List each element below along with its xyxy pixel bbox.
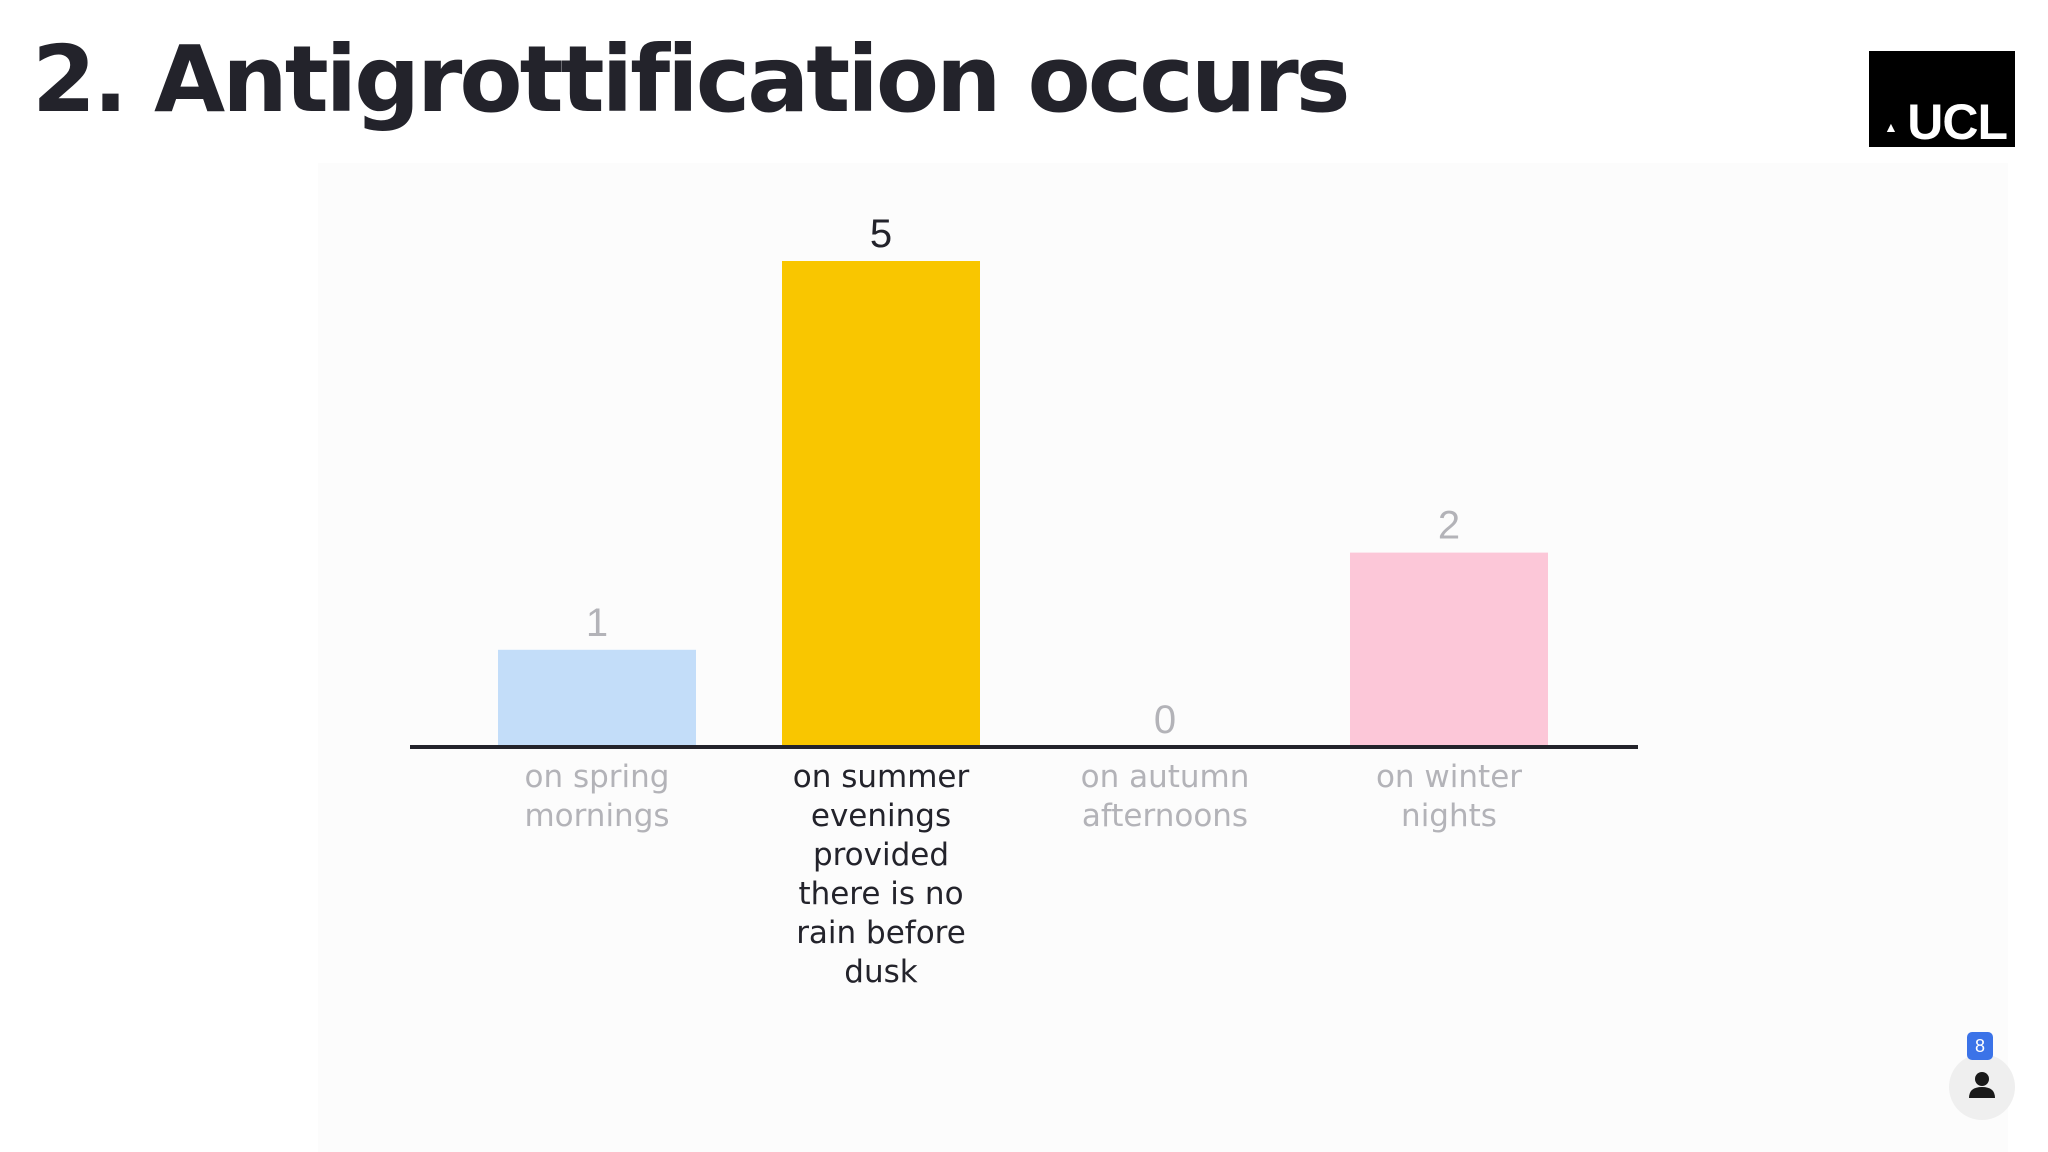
slide-title: 2. Antigrottification occurs: [32, 26, 1350, 133]
bar-0: [498, 649, 696, 747]
bar-value-label-3: 2: [1438, 504, 1460, 548]
category-label-1-line-1: evenings: [811, 798, 951, 834]
category-label-0-line-1: mornings: [524, 798, 669, 834]
bar-value-label-1: 5: [870, 212, 892, 256]
category-label-1-line-5: dusk: [844, 954, 917, 990]
dome-icon: ▲: [1884, 119, 1898, 135]
ucl-logo: ▲ UCL: [1869, 51, 2015, 150]
category-label-1-line-2: provided: [813, 837, 949, 873]
bar-1: [782, 261, 980, 747]
bar-3: [1350, 552, 1548, 747]
category-label-2-line-0: on autumn: [1081, 759, 1250, 795]
category-label-1-line-3: there is no: [798, 876, 963, 912]
category-label-3-line-1: nights: [1401, 798, 1497, 834]
person-icon: [1969, 1072, 1995, 1098]
category-label-1-line-0: on summer: [793, 759, 970, 795]
participant-count-badge: 8: [1967, 1032, 1993, 1060]
category-label-0-line-0: on spring: [525, 759, 670, 795]
bar-value-label-0: 1: [586, 601, 608, 645]
participants-button[interactable]: [1949, 1054, 2015, 1120]
category-label-2-line-1: afternoons: [1082, 798, 1248, 834]
logo-text: UCL: [1907, 94, 2008, 150]
bar-value-label-2: 0: [1154, 698, 1176, 742]
category-label-3-line-0: on winter: [1376, 759, 1522, 795]
category-label-1-line-4: rain before: [796, 915, 966, 951]
